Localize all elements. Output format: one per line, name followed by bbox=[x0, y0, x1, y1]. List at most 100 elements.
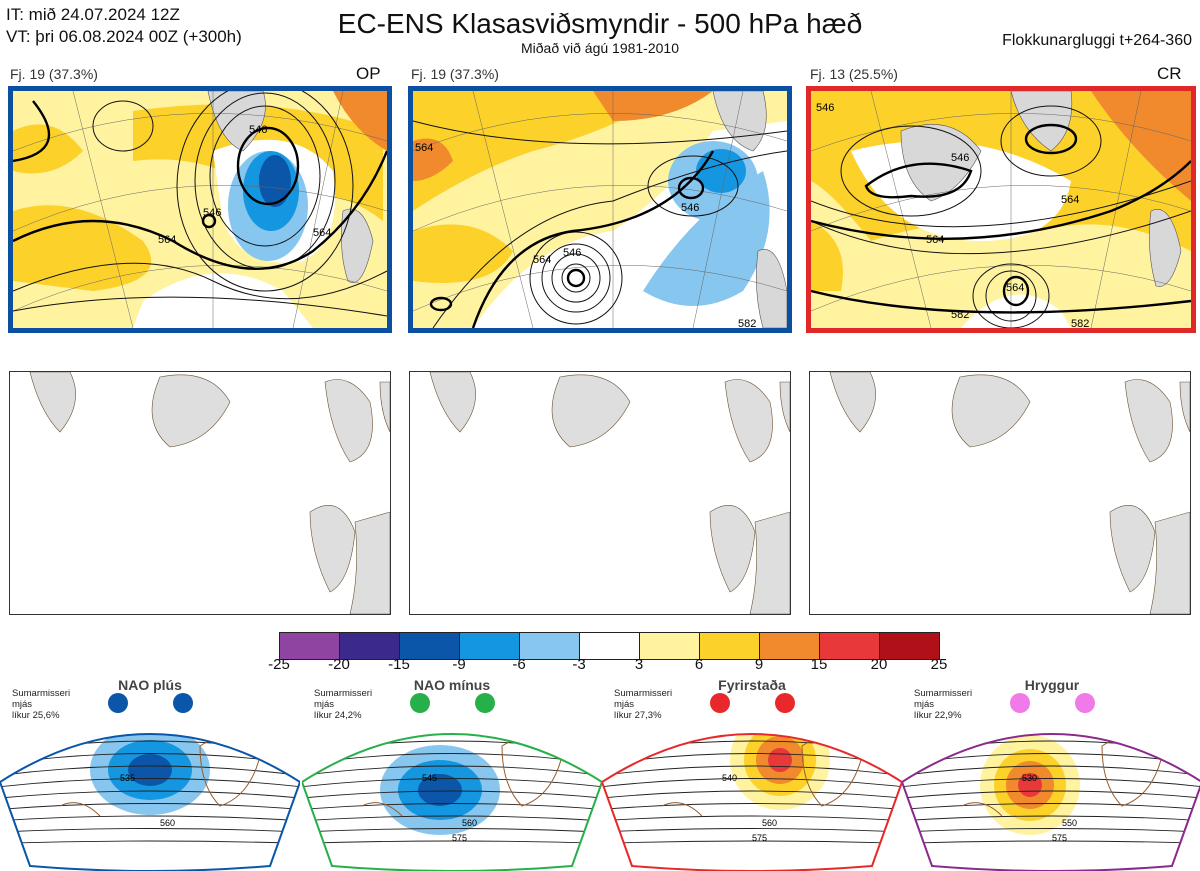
panel-3-tag: CR bbox=[1157, 64, 1182, 83]
cluster-map-panel-2: 564 546 546 564 582 bbox=[408, 86, 792, 333]
cluster-map-3: 546 546 564 564 564 582 582 bbox=[811, 91, 1191, 328]
regime-contour-label: 550 bbox=[1062, 818, 1077, 828]
regime-map: 535 560 bbox=[0, 733, 300, 871]
header-info: IT: mið 24.07.2024 12Z VT: þri 06.08.202… bbox=[6, 4, 242, 48]
colorbar-tick-label: 9 bbox=[754, 656, 764, 673]
classification-window: Flokkunargluggi t+264-360 bbox=[1002, 32, 1192, 49]
base-map bbox=[29, 372, 390, 614]
regime-season: Sumarmisseri bbox=[12, 688, 71, 699]
contour-label: 582 bbox=[738, 318, 756, 328]
valid-time: VT: þri 06.08.2024 00Z (+300h) bbox=[6, 27, 242, 46]
colorbar-cell bbox=[759, 632, 820, 660]
colorbar-cell bbox=[279, 632, 340, 660]
cluster-map-1: 546 546 564 564 bbox=[13, 91, 387, 328]
cluster-map-2: 564 546 546 564 582 bbox=[413, 91, 787, 328]
contour-label: 546 bbox=[249, 124, 267, 136]
regime-marker-dot bbox=[1010, 693, 1030, 713]
regime-contour-label: 535 bbox=[120, 773, 135, 783]
panel-3-label: Fj. 13 (25.5%) bbox=[810, 66, 898, 82]
page-title: EC-ENS Klasasviðsmyndir - 500 hPa hæð bbox=[337, 8, 863, 39]
colorbar-tick-label: 6 bbox=[694, 656, 704, 673]
panel-2-label: Fj. 19 (37.3%) bbox=[411, 66, 499, 82]
regime-map: 545 560 575 bbox=[302, 733, 602, 871]
regime-contour-label: 575 bbox=[752, 833, 767, 843]
regime-marker-dot bbox=[173, 693, 193, 713]
regime-title: NAO plús bbox=[118, 677, 182, 693]
regime-map: 530 550 575 bbox=[902, 733, 1200, 871]
regime-season: Sumarmisseri bbox=[914, 688, 973, 699]
regime-stats: Sumarmisseri mjás líkur 25,6% bbox=[12, 688, 70, 721]
contour-label: 564 bbox=[415, 142, 433, 154]
regime-stats: Sumarmisseri mjás líkur 24,2% bbox=[314, 688, 372, 721]
regime-mean: mjás bbox=[314, 699, 335, 710]
colorbar-tick-label: -9 bbox=[452, 656, 466, 673]
base-map bbox=[429, 372, 790, 614]
contour-label: 564 bbox=[158, 234, 176, 246]
contour-label: 564 bbox=[313, 227, 331, 239]
colorbar-tick-label: -3 bbox=[572, 656, 586, 673]
regime-marker-dot bbox=[108, 693, 128, 713]
regime-season: Sumarmisseri bbox=[314, 688, 373, 699]
colorbar-tick-label: 20 bbox=[870, 656, 888, 673]
contour-label: 546 bbox=[563, 247, 581, 259]
colorbar-cell bbox=[399, 632, 460, 660]
panel-1-label: Fj. 19 (37.3%) bbox=[10, 66, 98, 82]
regime-title: NAO mínus bbox=[413, 677, 491, 693]
regime-contour-label: 575 bbox=[1052, 833, 1067, 843]
contour-label: 582 bbox=[1071, 318, 1089, 328]
regime-marker-dot bbox=[775, 693, 795, 713]
regime-season: Sumarmisseri bbox=[614, 688, 673, 699]
contour-label: 582 bbox=[951, 309, 969, 321]
panel-1-tag: OP bbox=[356, 64, 381, 83]
page-subtitle: Miðað við ágú 1981-2010 bbox=[520, 40, 679, 56]
empty-map-2 bbox=[409, 371, 791, 615]
contour-label: 564 bbox=[926, 234, 944, 246]
regime-contour-label: 545 bbox=[422, 773, 437, 783]
base-map bbox=[829, 372, 1190, 614]
regime-contour-label: 540 bbox=[722, 773, 737, 783]
regime-stats: Sumarmisseri mjás líkur 27,3% bbox=[614, 688, 672, 721]
colorbar-tick-label: 15 bbox=[810, 656, 828, 673]
regime-marker-dot bbox=[410, 693, 430, 713]
colorbar-tick-label: 3 bbox=[634, 656, 644, 673]
regime-mean: mjás bbox=[914, 699, 935, 710]
contour-label: 546 bbox=[816, 102, 834, 114]
regime-marker-dot bbox=[710, 693, 730, 713]
colorbar-tick-label: -20 bbox=[328, 656, 350, 673]
regime-prob: líkur 22,9% bbox=[914, 710, 962, 721]
regime-contour-label: 560 bbox=[762, 818, 777, 828]
regime-contour-label: 530 bbox=[1022, 773, 1037, 783]
colorbar-cell bbox=[459, 632, 520, 660]
contour-label: 564 bbox=[533, 254, 551, 266]
regime-contour-label: 575 bbox=[452, 833, 467, 843]
empty-map-1 bbox=[9, 371, 391, 615]
regime-prob: líkur 24,2% bbox=[314, 710, 362, 721]
regime-title: Fyrirstaða bbox=[718, 677, 786, 693]
colorbar-cell bbox=[819, 632, 880, 660]
regime-mean: mjás bbox=[12, 699, 33, 710]
contour-label: 564 bbox=[1061, 194, 1079, 206]
regime-title: Hryggur bbox=[1024, 677, 1080, 693]
cluster-map-panel-3: 546 546 564 564 564 582 582 bbox=[806, 86, 1196, 333]
colorbar-tick-label: -25 bbox=[268, 656, 290, 673]
empty-map-3 bbox=[809, 371, 1191, 615]
regime-stats: Sumarmisseri mjás líkur 22,9% bbox=[914, 688, 972, 721]
contour-label: 546 bbox=[203, 207, 221, 219]
regime-prob: líkur 25,6% bbox=[12, 710, 60, 721]
regime-map: 540 560 575 bbox=[602, 733, 902, 871]
colorbar-tick-label: -15 bbox=[388, 656, 410, 673]
colorbar-cell bbox=[579, 632, 640, 660]
regime-contour-label: 560 bbox=[160, 818, 175, 828]
colorbar-tick-label: -6 bbox=[512, 656, 526, 673]
colorbar-cell bbox=[879, 632, 940, 660]
contour-label: 564 bbox=[1006, 282, 1024, 294]
regime-mean: mjás bbox=[614, 699, 635, 710]
colorbar-cell bbox=[519, 632, 580, 660]
cluster-map-panel-1: 546 546 564 564 bbox=[8, 86, 392, 333]
regime-marker-dot bbox=[475, 693, 495, 713]
regime-contour-label: 560 bbox=[462, 818, 477, 828]
regime-marker-dot bbox=[1075, 693, 1095, 713]
contour-label: 546 bbox=[681, 202, 699, 214]
regime-prob: líkur 27,3% bbox=[614, 710, 662, 721]
contour-label: 546 bbox=[951, 152, 969, 164]
